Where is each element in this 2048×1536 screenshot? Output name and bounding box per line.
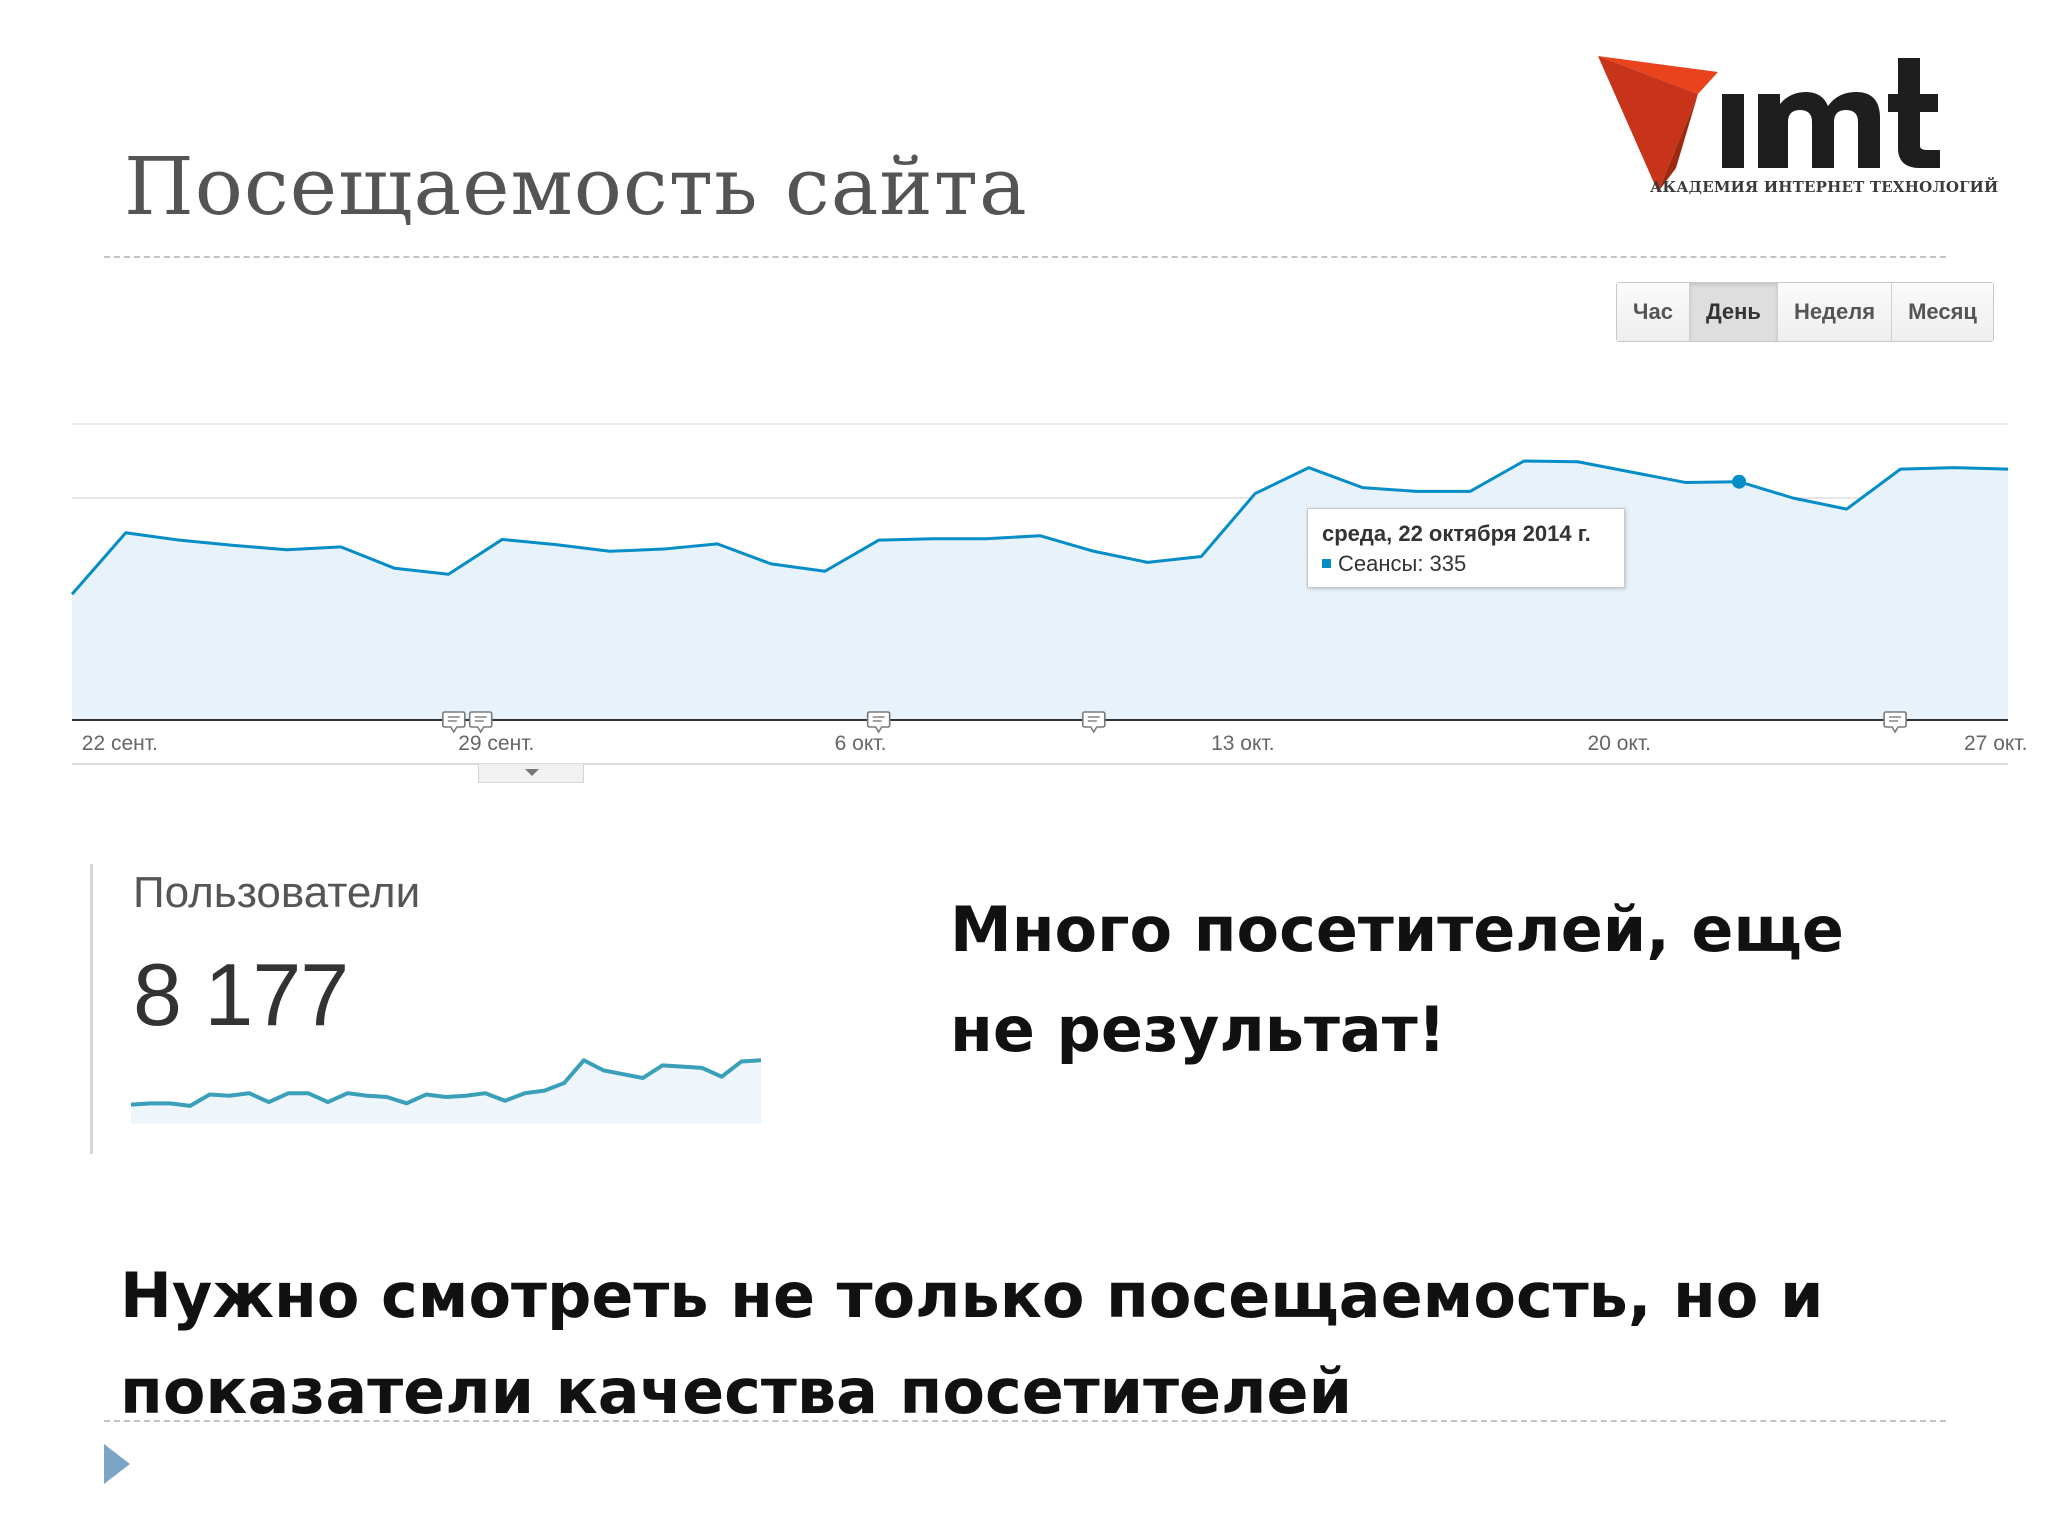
- page-title: Посещаемость сайта: [124, 140, 1028, 233]
- sessions-chart: 22 сент. 29 сент. 6 окт. 13 окт. 20 окт. 27 о…: [70, 420, 2027, 790]
- users-scorecard: Пользователи 8 177: [90, 864, 813, 1154]
- logo-subtitle: АКАДЕМИЯ ИНТЕРНЕТ ТЕХНОЛОГИЙ: [1650, 178, 1999, 196]
- sessions-area: [72, 461, 2008, 720]
- period-toggle: Час День Неделя Месяц: [1616, 282, 1994, 342]
- x-tick-label: 20 окт.: [1588, 732, 1651, 755]
- highlighted-point[interactable]: [1732, 474, 1747, 489]
- series-swatch-icon: [1322, 559, 1331, 568]
- period-hour-button[interactable]: Час: [1617, 283, 1690, 341]
- x-tick-label: 13 окт.: [1211, 732, 1274, 755]
- sparkline-area: [131, 1060, 761, 1124]
- period-month-button[interactable]: Месяц: [1892, 283, 1993, 341]
- tooltip-value: Сеансы: 335: [1338, 551, 1467, 576]
- callout-text: Много посетителей, еще не результат!: [950, 893, 1844, 1066]
- sessions-line: [70, 459, 2009, 596]
- tooltip-date: среда, 22 октября 2014 г.: [1322, 521, 1591, 546]
- annotation-icon[interactable]: [1081, 711, 1106, 734]
- annotation-icon[interactable]: [866, 711, 891, 734]
- title-divider: [104, 256, 1946, 258]
- tooltip-row: Сеансы: 335: [1322, 551, 1466, 577]
- x-tick-label: 27 окт.: [1964, 732, 2027, 755]
- bullet-triangle-icon: [104, 1444, 130, 1484]
- annotation-icon[interactable]: [1883, 711, 1907, 734]
- x-tick-label: 22 сент.: [82, 732, 158, 755]
- sparkline-line: [131, 1058, 762, 1108]
- period-day-button[interactable]: День: [1689, 283, 1778, 341]
- x-tick-label: 29 сент.: [458, 732, 534, 755]
- chevron-down-icon: [525, 769, 539, 776]
- annotation-icon[interactable]: [442, 711, 466, 734]
- footer-divider: [104, 1420, 1946, 1422]
- sessions-chart-svg: 22 сент. 29 сент. 6 окт. 13 окт. 20 окт. 27 о…: [70, 423, 2027, 765]
- annotation-icon[interactable]: [468, 711, 493, 734]
- users-value: 8 177: [133, 945, 349, 1044]
- chart-tooltip: среда, 22 октября 2014 г. Сеансы: 335: [1307, 508, 1625, 588]
- x-tick-label: 6 окт.: [835, 732, 887, 755]
- conclusion-text: Нужно смотреть не только посещаемость, н…: [120, 1259, 1824, 1428]
- users-sparkline: [131, 1058, 762, 1124]
- users-label: Пользователи: [133, 868, 421, 917]
- imt-logo-graphic: [1598, 56, 1940, 192]
- annotations-toggle[interactable]: [478, 764, 584, 783]
- imt-logo: АКАДЕМИЯ ИНТЕРНЕТ ТЕХНОЛОГИЙ: [1598, 50, 1998, 210]
- period-week-button[interactable]: Неделя: [1777, 283, 1893, 341]
